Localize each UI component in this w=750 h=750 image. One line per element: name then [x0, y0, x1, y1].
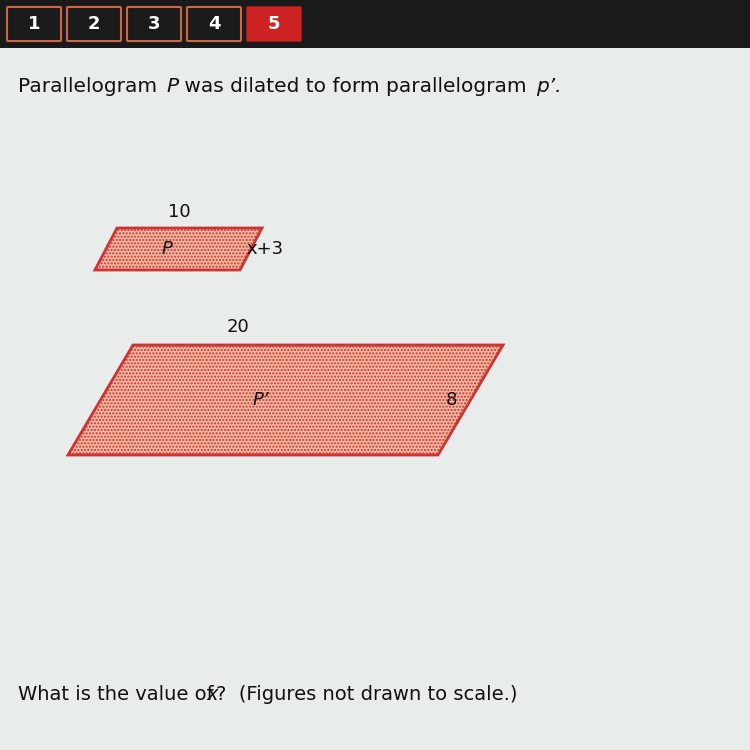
FancyBboxPatch shape — [67, 7, 121, 41]
FancyBboxPatch shape — [127, 7, 181, 41]
Text: x+3: x+3 — [246, 240, 284, 258]
Text: What is the value of: What is the value of — [18, 686, 220, 704]
Text: P: P — [161, 240, 172, 258]
Text: x: x — [206, 686, 218, 704]
Text: 3: 3 — [148, 15, 160, 33]
FancyBboxPatch shape — [7, 7, 61, 41]
FancyBboxPatch shape — [247, 7, 301, 41]
Text: Parallelogram: Parallelogram — [18, 76, 164, 95]
Text: 10: 10 — [168, 203, 190, 221]
Text: 5: 5 — [268, 15, 280, 33]
Text: ?  (Figures not drawn to scale.): ? (Figures not drawn to scale.) — [216, 686, 518, 704]
Text: P: P — [166, 76, 178, 95]
Text: 1: 1 — [28, 15, 40, 33]
Text: 20: 20 — [226, 318, 249, 336]
Text: was dilated to form parallelogram: was dilated to form parallelogram — [178, 76, 533, 95]
Text: 2: 2 — [88, 15, 100, 33]
Bar — [0, 0, 750, 48]
Text: P’: P’ — [252, 391, 268, 409]
Polygon shape — [68, 345, 503, 455]
Text: 4: 4 — [208, 15, 220, 33]
Text: p’.: p’. — [536, 76, 562, 95]
Polygon shape — [95, 228, 262, 270]
FancyBboxPatch shape — [187, 7, 241, 41]
Text: 8: 8 — [446, 391, 458, 409]
